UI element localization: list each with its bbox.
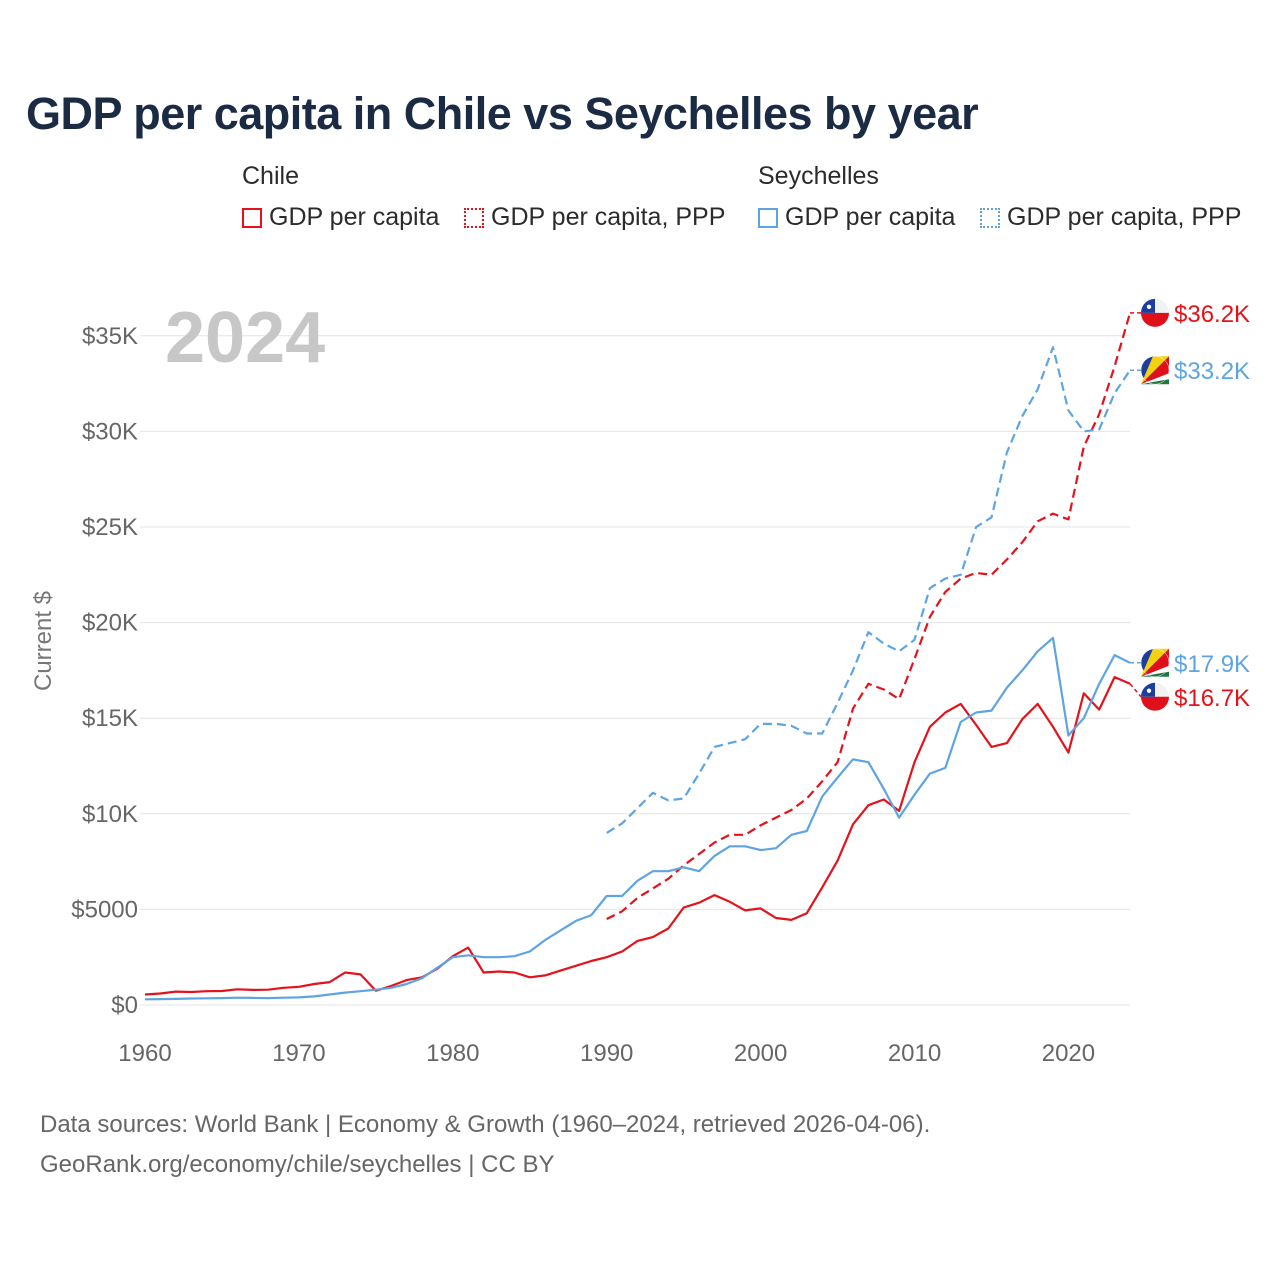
x-tick-label: 1990 xyxy=(580,1040,633,1067)
legend-label: GDP per capita xyxy=(785,203,956,231)
series-line-3 xyxy=(606,346,1131,834)
end-value-label: $36.2K xyxy=(1174,301,1250,328)
legend-item-seychelles-gdp-ppp[interactable]: GDP per capita, PPP xyxy=(980,203,1241,232)
chile-flag xyxy=(1141,298,1169,327)
series-line-2 xyxy=(144,636,1131,1001)
x-tick-label: 2010 xyxy=(888,1040,941,1067)
x-tick-label: 1980 xyxy=(426,1040,479,1067)
footer: Data sources: World Bank | Economy & Gro… xyxy=(40,1105,930,1185)
y-axis-ticks: $0 $5000 $10K $15K $20K $25K $30K $35K xyxy=(71,323,138,1019)
x-axis-ticks: 1960 1970 1980 1990 2000 2010 2020 xyxy=(118,1040,1095,1067)
connector xyxy=(1129,683,1142,698)
y-tick-label: $15K xyxy=(82,705,138,732)
legend-group-chile: Chile xyxy=(242,162,299,190)
series-lines xyxy=(144,312,1132,1001)
end-label-2: $17.9K xyxy=(1130,648,1250,678)
chile-flag xyxy=(1141,682,1169,711)
end-label-1: $36.2K xyxy=(1130,298,1250,328)
y-tick-label: $5000 xyxy=(71,896,138,923)
legend-item-chile-gdp[interactable]: GDP per capita xyxy=(242,203,439,232)
series-line-0 xyxy=(144,675,1131,996)
legend-group-seychelles: Seychelles xyxy=(758,162,879,190)
series-line-1 xyxy=(606,312,1132,920)
y-tick-label: $30K xyxy=(82,418,138,445)
gridlines xyxy=(140,335,1130,1006)
legend-item-chile-gdp-ppp[interactable]: GDP per capita, PPP xyxy=(464,203,725,232)
legend-swatch-solid-red xyxy=(242,207,262,228)
x-tick-label: 2000 xyxy=(734,1040,787,1067)
end-label-0: $16.7K xyxy=(1129,682,1250,712)
x-tick-label: 1970 xyxy=(272,1040,325,1067)
legend-label: GDP per capita, PPP xyxy=(491,203,726,231)
y-tick-label: $10K xyxy=(82,801,138,828)
legend-swatch-dotted-blue xyxy=(980,207,1000,228)
year-watermark: 2024 xyxy=(165,298,325,378)
source-link[interactable]: GeoRank.org/economy/chile/seychelles | C… xyxy=(40,1151,555,1178)
x-tick-label: 1960 xyxy=(118,1040,171,1067)
x-tick-label: 2020 xyxy=(1042,1040,1095,1067)
end-value-label: $16.7K xyxy=(1174,685,1250,712)
y-tick-label: $0 xyxy=(111,992,138,1019)
legend-label: GDP per capita xyxy=(269,203,440,231)
chart-title: GDP per capita in Chile vs Seychelles by… xyxy=(26,88,979,139)
end-label-3: $33.2K xyxy=(1130,355,1250,385)
y-tick-label: $35K xyxy=(82,323,138,350)
data-source-text: Data sources: World Bank | Economy & Gro… xyxy=(40,1111,931,1138)
y-tick-label: $25K xyxy=(82,514,138,541)
y-tick-label: $20K xyxy=(82,610,138,637)
legend-swatch-solid-blue xyxy=(758,207,778,228)
end-value-label: $33.2K xyxy=(1174,358,1250,385)
legend-item-seychelles-gdp[interactable]: GDP per capita xyxy=(758,203,955,232)
seychelles-flag xyxy=(1140,648,1170,678)
y-axis-label: Current $ xyxy=(30,591,57,691)
legend-swatch-dotted-red xyxy=(464,207,484,228)
seychelles-flag xyxy=(1140,355,1170,385)
end-labels: $36.2K $33.2K $17.9K $16.7K xyxy=(1129,298,1250,712)
legend-label: GDP per capita, PPP xyxy=(1007,203,1242,231)
end-value-label: $17.9K xyxy=(1174,651,1250,678)
